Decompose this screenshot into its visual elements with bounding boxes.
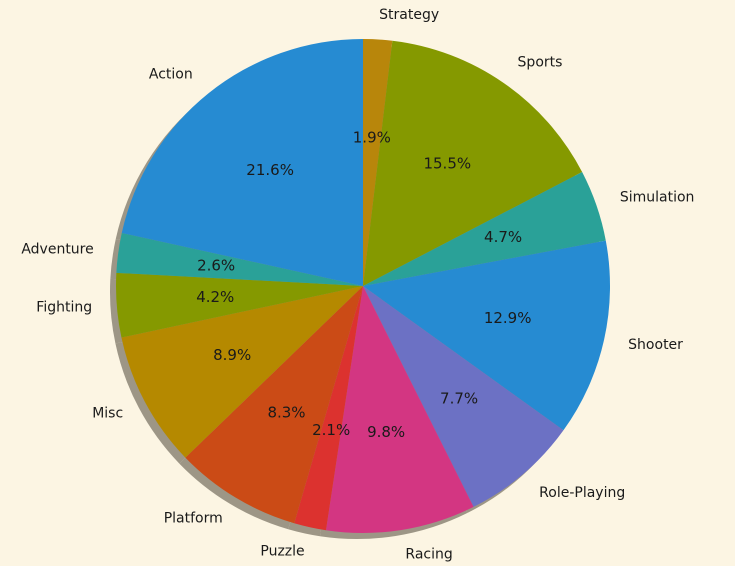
slice-simulation <box>363 172 606 286</box>
slice-pct-simulation: 4.7% <box>484 228 522 246</box>
slice-pct-strategy: 1.9% <box>353 129 391 147</box>
slice-label-shooter: Shooter <box>628 337 683 353</box>
slice-adventure <box>116 232 364 286</box>
slice-pct-fighting: 4.2% <box>196 288 234 306</box>
slice-puzzle <box>294 286 363 531</box>
slice-role-playing <box>363 286 564 507</box>
pie-labels: Strategy 1.9% Sports 15.5% Simulation 4.7% Sho… <box>21 7 694 563</box>
slice-label-role-playing: Role-Playing <box>539 485 625 501</box>
slice-label-racing: Racing <box>405 546 452 562</box>
slice-shooter <box>363 240 610 431</box>
slice-pct-racing: 9.8% <box>367 423 405 441</box>
slice-sports <box>363 40 583 287</box>
slice-label-puzzle: Puzzle <box>260 543 304 559</box>
slice-label-strategy: Strategy <box>379 7 439 23</box>
slice-pct-platform: 8.3% <box>267 403 305 421</box>
slice-label-platform: Platform <box>164 511 223 527</box>
slice-label-fighting: Fighting <box>36 299 92 315</box>
slice-pct-misc: 8.9% <box>213 346 251 364</box>
slice-label-misc: Misc <box>92 406 123 422</box>
slice-pct-puzzle: 2.1% <box>312 421 350 439</box>
slice-pct-shooter: 12.9% <box>484 309 532 327</box>
slice-pct-action: 21.6% <box>246 161 294 179</box>
slice-label-action: Action <box>149 66 193 82</box>
slice-label-simulation: Simulation <box>620 189 695 205</box>
slice-action <box>121 39 364 286</box>
slice-pct-role-playing: 7.7% <box>440 389 478 407</box>
pie-slices <box>116 39 610 533</box>
slice-misc <box>121 286 363 458</box>
slice-pct-adventure: 2.6% <box>197 257 235 275</box>
slice-platform <box>185 286 363 524</box>
slice-label-adventure: Adventure <box>21 241 93 257</box>
slice-label-sports: Sports <box>518 55 563 71</box>
slice-racing <box>325 286 474 533</box>
slice-strategy <box>363 39 393 286</box>
slice-fighting <box>116 272 364 338</box>
slice-pct-sports: 15.5% <box>423 155 471 173</box>
